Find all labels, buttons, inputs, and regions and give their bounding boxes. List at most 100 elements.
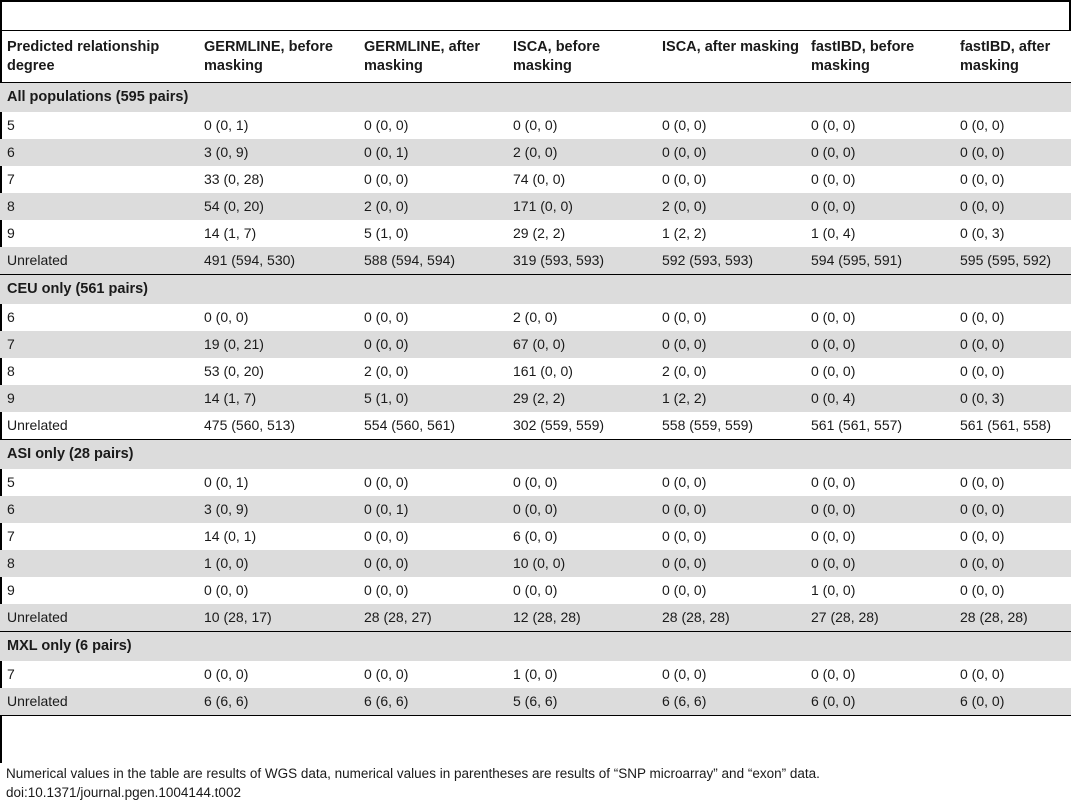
table-cell: 0 (0, 0) (662, 474, 707, 490)
table-row: 9 0 (0, 0) 0 (0, 0) 0 (0, 0) 0 (0, 0) 1 (0, 0… (0, 577, 1071, 604)
table-cell: 0 (0, 0) (662, 666, 707, 682)
table-cell: Unrelated (7, 417, 68, 433)
table-cell: Unrelated (0, 604, 197, 632)
table-cell: 5 (7, 117, 15, 133)
table-row: 9 14 (1, 7) 5 (1, 0) 29 (2, 2) 1 (2, 2) 0 (0,… (0, 385, 1071, 412)
table-cell: 6 (7, 309, 15, 325)
table-cell: 67 (0, 0) (506, 331, 655, 358)
table-top-rule (0, 30, 1071, 31)
table-cell: 0 (0, 4) (804, 385, 953, 412)
table-cell: 0 (0, 0) (953, 550, 1071, 577)
group-header-row: ASI only (28 pairs) (0, 439, 1071, 469)
table-cell: 0 (0, 3) (953, 385, 1071, 412)
group-header-row: CEU only (561 pairs) (0, 274, 1071, 304)
table-cell: 0 (0, 0) (811, 117, 856, 133)
table-cell: 29 (2, 2) (513, 225, 566, 241)
table-cell: 0 (0, 0) (804, 139, 953, 166)
table-cell: 1 (2, 2) (655, 385, 804, 412)
table-cell: 9 (0, 385, 197, 412)
table-cell: 0 (0, 1) (204, 474, 249, 490)
table-frame-right-edge (1069, 0, 1071, 30)
table-cell: 561 (561, 557) (811, 417, 903, 433)
table-cell: 0 (0, 0) (960, 363, 1005, 379)
table-cell: Unrelated (0, 688, 197, 716)
table-cell: 0 (0, 0) (811, 309, 856, 325)
group-title: ASI only (28 pairs) (0, 439, 1071, 469)
table-cell: 10 (28, 17) (197, 604, 357, 632)
table-cell: 3 (0, 9) (197, 496, 357, 523)
table-cell: 0 (0, 0) (811, 666, 856, 682)
table-cell: 0 (0, 0) (655, 331, 804, 358)
column-header: ISCA, before masking (506, 31, 655, 83)
table-cell: 1 (2, 2) (662, 225, 707, 241)
table-cell: 0 (0, 0) (804, 331, 953, 358)
table-cell: 0 (0, 0) (204, 309, 249, 325)
table-cell: 0 (0, 0) (804, 496, 953, 523)
table-cell: 7 (7, 666, 15, 682)
table-cell: 2 (0, 0) (655, 193, 804, 220)
footnote-text: Numerical values in the table are result… (6, 766, 820, 781)
table-cell: 0 (0, 0) (953, 496, 1071, 523)
table-cell: 2 (0, 0) (506, 139, 655, 166)
table-cell: 0 (0, 0) (204, 666, 249, 682)
table-cell: 0 (0, 0) (364, 528, 409, 544)
table-cell: 0 (0, 0) (364, 309, 409, 325)
table-cell: 6 (6, 6) (655, 688, 804, 716)
table-cell: 6 (0, 0) (804, 688, 953, 716)
table-row: 5 0 (0, 1) 0 (0, 0) 0 (0, 0) 0 (0, 0) 0 (0, 0… (0, 112, 1071, 139)
table-row: Unrelated 6 (6, 6) 6 (6, 6) 5 (6, 6) 6 (6, 6… (0, 688, 1071, 716)
table-cell: 1 (0, 4) (811, 225, 856, 241)
table-cell: 74 (0, 0) (513, 171, 566, 187)
table-cell: 161 (0, 0) (513, 363, 573, 379)
table-cell: 6 (0, 0) (513, 528, 558, 544)
table-cell: 8 (0, 550, 197, 577)
table-cell: 6 (6, 6) (197, 688, 357, 716)
table-cell: 14 (1, 7) (204, 225, 257, 241)
table-cell: 5 (1, 0) (357, 385, 506, 412)
table-cell: 2 (0, 0) (662, 363, 707, 379)
group-title: All populations (595 pairs) (0, 82, 1071, 112)
table-cell: 0 (0, 0) (655, 550, 804, 577)
table-cell: 0 (0, 0) (811, 171, 856, 187)
table-cell: 561 (561, 558) (960, 417, 1052, 433)
group-header-row: MXL only (6 pairs) (0, 631, 1071, 661)
table-cell: 171 (0, 0) (506, 193, 655, 220)
table-frame (0, 0, 1069, 763)
table-cell: 0 (0, 0) (506, 496, 655, 523)
table-cell: 0 (0, 0) (357, 331, 506, 358)
table-cell: 2 (0, 0) (357, 193, 506, 220)
table-cell: 0 (0, 1) (204, 117, 249, 133)
table-cell: 29 (2, 2) (506, 385, 655, 412)
table-cell: 588 (594, 594) (357, 247, 506, 275)
column-header: GERMLINE, after masking (357, 31, 506, 83)
table-cell: 19 (0, 21) (197, 331, 357, 358)
table-row: 6 0 (0, 0) 0 (0, 0) 2 (0, 0) 0 (0, 0) 0 (0, 0… (0, 304, 1071, 331)
table-cell: 8 (0, 193, 197, 220)
table-cell: 302 (559, 559) (513, 417, 605, 433)
table-cell: 7 (0, 331, 197, 358)
table-cell: 27 (28, 28) (804, 604, 953, 632)
table-cell: 0 (0, 0) (960, 582, 1005, 598)
table-cell: 2 (0, 0) (364, 363, 409, 379)
table-cell: 0 (0, 0) (655, 139, 804, 166)
table-cell: 2 (0, 0) (513, 309, 558, 325)
table-cell: 33 (0, 28) (204, 171, 264, 187)
table-cell: 491 (594, 530) (197, 247, 357, 275)
group-title: MXL only (6 pairs) (0, 631, 1071, 661)
table-row: 7 0 (0, 0) 0 (0, 0) 1 (0, 0) 0 (0, 0) 0 (0, 0… (0, 661, 1071, 688)
table-cell: 0 (0, 0) (960, 474, 1005, 490)
table-cell: 319 (593, 593) (506, 247, 655, 275)
table-cell: 54 (0, 20) (197, 193, 357, 220)
table-cell: 0 (0, 3) (960, 225, 1005, 241)
table-row: 7 14 (0, 1) 0 (0, 0) 6 (0, 0) 0 (0, 0) 0 (0, … (0, 523, 1071, 550)
table-cell: 0 (0, 0) (960, 309, 1005, 325)
table-cell: 8 (7, 363, 15, 379)
table-row: 8 53 (0, 20) 2 (0, 0) 161 (0, 0) 2 (0, 0) 0 (… (0, 358, 1071, 385)
table-cell: 9 (7, 582, 15, 598)
table-cell: 475 (560, 513) (204, 417, 296, 433)
table-row: 8 54 (0, 20) 2 (0, 0) 171 (0, 0) 2 (0, 0) 0 (… (0, 193, 1071, 220)
data-table: Predicted relationship degree GERMLINE, … (0, 31, 1071, 716)
table-cell: 7 (7, 528, 15, 544)
table-cell: 28 (28, 27) (357, 604, 506, 632)
